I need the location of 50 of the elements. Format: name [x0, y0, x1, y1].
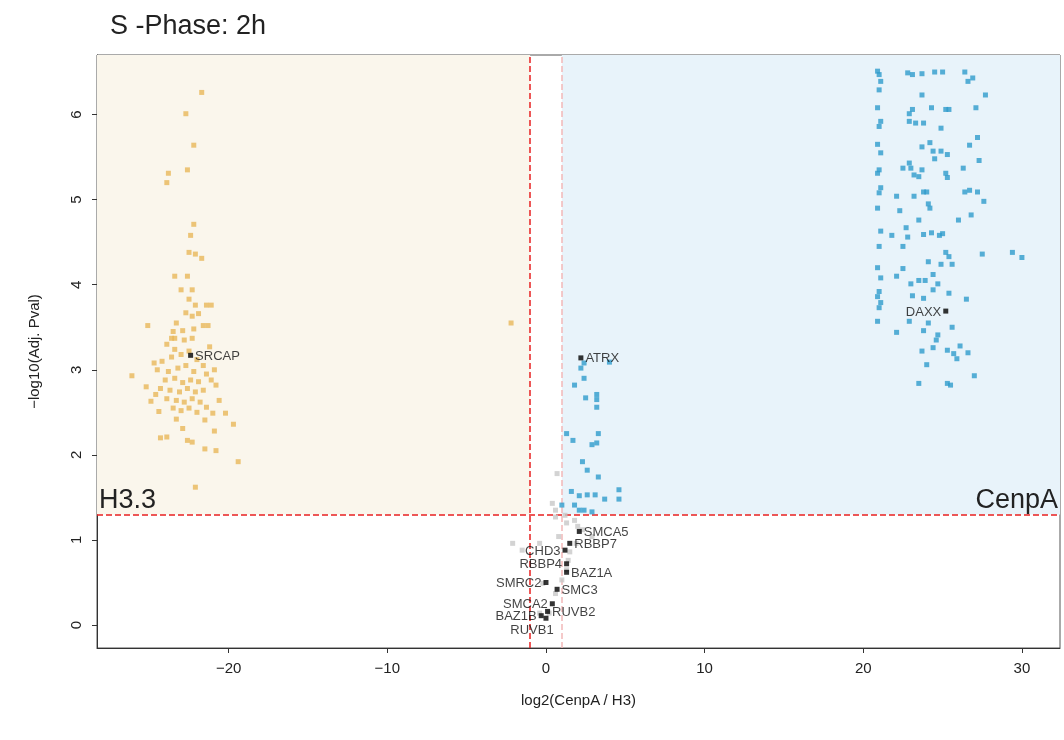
- band-label: CenpA: [975, 483, 1058, 514]
- point: [562, 547, 568, 553]
- point: [567, 540, 573, 546]
- point: [943, 308, 949, 314]
- point: [556, 534, 562, 540]
- point: [562, 512, 568, 518]
- point: [549, 601, 555, 607]
- annotation: CHD3: [525, 542, 561, 558]
- x-tick-label: −20: [215, 659, 242, 676]
- x-tick-label: 10: [696, 659, 713, 676]
- annotation: RUVB1: [510, 621, 554, 637]
- x-tick-label: 0: [541, 659, 551, 676]
- annotation: RUVB2: [552, 603, 596, 619]
- point: [537, 540, 543, 546]
- point: [572, 517, 578, 523]
- annotation: BAZ1A: [571, 564, 613, 580]
- point: [564, 561, 570, 567]
- x-tick-label: 30: [1013, 659, 1031, 676]
- point: [519, 547, 525, 553]
- point: [549, 500, 555, 506]
- chart-title: S -Phase: 2h: [110, 9, 267, 40]
- x-tick-label: −10: [374, 659, 401, 676]
- y-tick-label: 1: [67, 535, 84, 545]
- point: [554, 471, 560, 477]
- y-axis-title: −log10(Adj. Pval): [25, 294, 42, 409]
- x-tick-label: 20: [854, 659, 872, 676]
- point: [543, 615, 549, 621]
- point: [554, 586, 560, 592]
- point: [553, 507, 558, 513]
- annotation: SMRC2: [495, 574, 542, 590]
- y-tick-label: 0: [67, 620, 84, 630]
- y-tick-label: 6: [67, 110, 84, 119]
- y-tick-label: 2: [67, 450, 84, 460]
- point: [510, 540, 516, 546]
- annotation: DAXX: [905, 303, 942, 319]
- point: [564, 520, 570, 526]
- annotation: SRCAP: [195, 347, 240, 363]
- point: [559, 577, 565, 583]
- point: [578, 355, 584, 361]
- point: [188, 352, 194, 358]
- band-label: H3.3: [99, 483, 157, 514]
- annotation: ATRX: [585, 350, 620, 366]
- point: [553, 514, 558, 520]
- y-tick-label: 4: [67, 280, 84, 289]
- annotation: RBBP4: [519, 556, 563, 572]
- point: [575, 523, 581, 529]
- y-tick-label: 5: [67, 195, 84, 204]
- x-axis-title: log2(CenpA / H3): [520, 691, 637, 708]
- y-tick-label: 3: [67, 365, 84, 374]
- annotation: SMC3: [561, 581, 598, 597]
